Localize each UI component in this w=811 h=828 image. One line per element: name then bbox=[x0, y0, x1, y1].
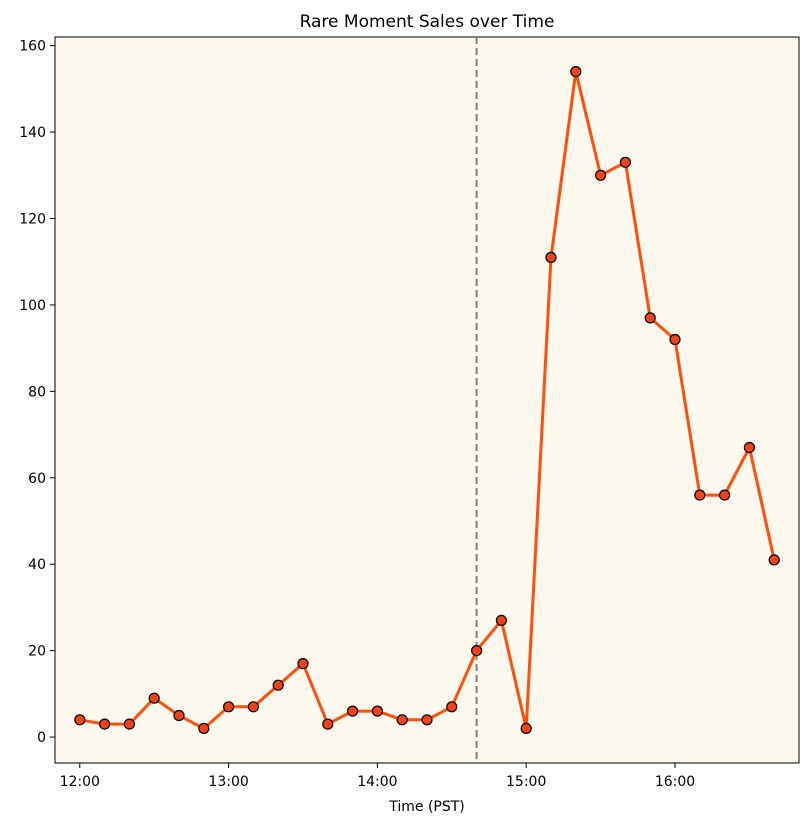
y-tick-label: 60 bbox=[28, 471, 46, 487]
data-point bbox=[743, 441, 756, 454]
chart-title: Rare Moment Sales over Time bbox=[300, 12, 555, 32]
data-point bbox=[545, 251, 557, 263]
data-point bbox=[74, 714, 86, 726]
y-tick-label: 0 bbox=[37, 730, 46, 746]
data-point bbox=[247, 701, 259, 713]
data-point bbox=[223, 701, 235, 713]
data-point bbox=[123, 718, 135, 730]
data-point bbox=[594, 169, 607, 181]
y-tick-label: 140 bbox=[19, 125, 46, 141]
data-point bbox=[520, 722, 532, 735]
data-point bbox=[694, 489, 706, 501]
y-tick-label: 80 bbox=[28, 384, 46, 400]
data-points bbox=[74, 65, 780, 735]
data-point bbox=[297, 657, 309, 670]
y-tick-label: 40 bbox=[28, 557, 46, 573]
data-point bbox=[322, 718, 334, 730]
y-tick-label: 100 bbox=[19, 298, 46, 314]
data-point bbox=[619, 156, 632, 168]
x-tick-label: 13:00 bbox=[208, 774, 248, 790]
y-tick-label: 160 bbox=[19, 39, 46, 55]
x-tick-label: 15:00 bbox=[506, 774, 546, 790]
y-tick-label: 120 bbox=[19, 212, 46, 228]
data-point bbox=[198, 722, 210, 735]
x-axis-label: Time (PST) bbox=[388, 799, 465, 815]
x-tick-label: 16:00 bbox=[655, 774, 695, 790]
data-point bbox=[718, 489, 731, 501]
data-point bbox=[272, 679, 284, 691]
data-point bbox=[148, 692, 160, 704]
data-point bbox=[644, 312, 656, 324]
x-tick-label: 14:00 bbox=[357, 774, 397, 790]
y-axis: 0 20 40 60 80 100 120 140 160 bbox=[19, 39, 55, 746]
data-point bbox=[768, 554, 780, 566]
data-point bbox=[173, 709, 185, 722]
x-axis: 12:00 13:00 14:00 15:00 16:00 bbox=[60, 763, 695, 790]
data-point bbox=[371, 705, 383, 717]
data-point bbox=[471, 644, 483, 657]
data-point bbox=[669, 333, 681, 346]
y-tick-label: 20 bbox=[28, 644, 46, 660]
data-point bbox=[347, 705, 359, 717]
data-point bbox=[396, 714, 408, 726]
data-point bbox=[98, 718, 111, 730]
data-point bbox=[570, 65, 582, 78]
data-point bbox=[421, 714, 433, 726]
data-point bbox=[446, 701, 458, 713]
data-point bbox=[495, 614, 507, 627]
x-tick-label: 12:00 bbox=[60, 774, 100, 790]
plot-area bbox=[54, 36, 800, 764]
